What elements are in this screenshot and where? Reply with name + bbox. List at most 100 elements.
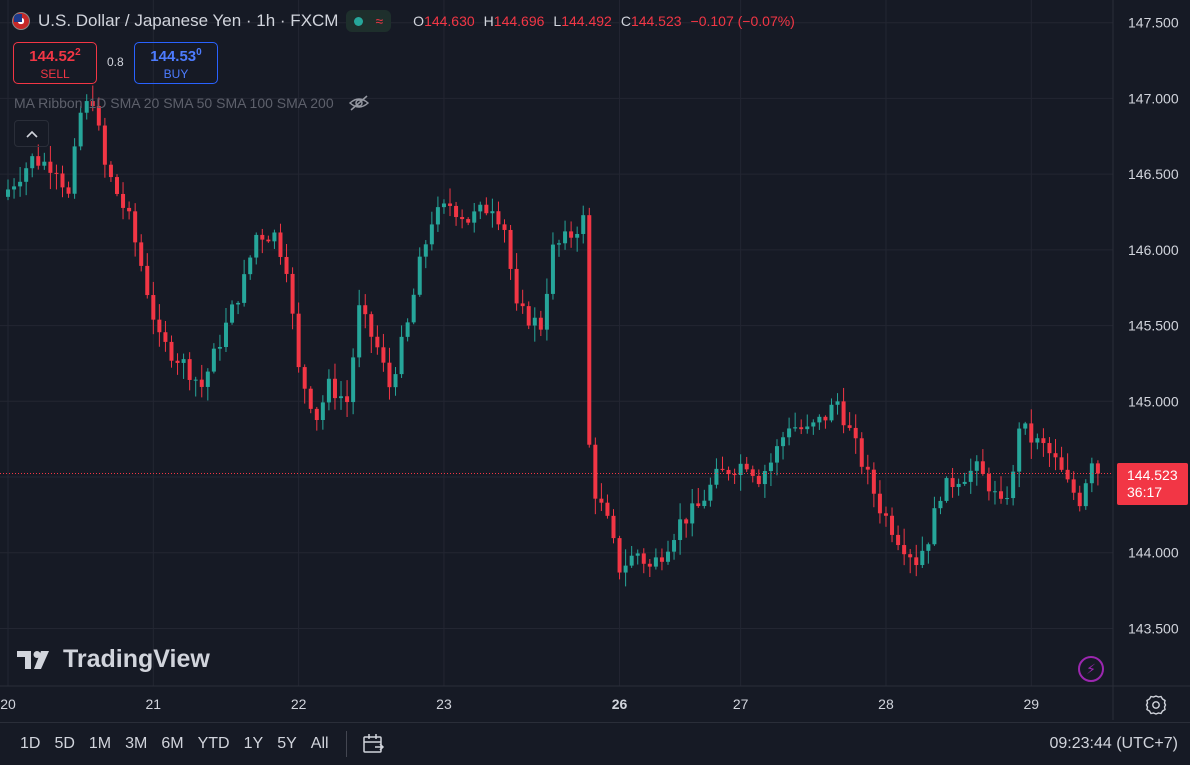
candle-body [18, 181, 23, 187]
price-tick-label: 147.000 [1128, 90, 1179, 106]
candle-body [714, 468, 719, 485]
date-range-group: 1D 5D 1M 3M 6M YTD 1Y 5Y All [0, 735, 336, 753]
lightning-icon[interactable]: ⚡ [1078, 656, 1104, 682]
candle-body [193, 379, 198, 381]
candle-body [623, 565, 628, 573]
candle-body [726, 469, 731, 475]
sell-price: 144.52 [29, 48, 76, 65]
candle-body [575, 233, 580, 238]
candle-body [950, 478, 955, 488]
range-6m-button[interactable]: 6M [161, 735, 184, 752]
candle-body [490, 211, 495, 214]
candle-body [774, 446, 779, 463]
price-tick-label: 146.000 [1128, 242, 1179, 258]
candle-body [217, 347, 222, 349]
candle-body [1053, 453, 1058, 458]
calendar-icon[interactable] [361, 732, 385, 756]
candle-body [847, 425, 852, 428]
candle-body [242, 274, 247, 303]
candle-body [502, 224, 507, 230]
candle-body [750, 469, 755, 476]
candle-body [581, 215, 586, 234]
tradingview-logo: TradingView [17, 645, 210, 674]
candle-body [1071, 479, 1076, 493]
indicator-params: 1D SMA 20 SMA 50 SMA 100 SMA 200 [88, 95, 334, 111]
ohlc-close-key: C [620, 13, 631, 29]
candle-body [999, 491, 1004, 499]
tradingview-logo-icon [17, 650, 49, 669]
symbol-legend: U.S. Dollar / Japanese Yen · 1h · FXCM ≈… [12, 8, 795, 34]
candle-body [962, 481, 967, 484]
candle-body [496, 211, 501, 225]
market-status-pill[interactable]: ≈ [346, 10, 392, 32]
candle-body [272, 232, 277, 242]
candle-body [908, 554, 913, 558]
candle-body [230, 304, 235, 323]
price-tick-label: 146.500 [1128, 166, 1179, 182]
candle-body [968, 470, 973, 482]
candle-body [793, 427, 798, 429]
candle-body [387, 362, 392, 388]
time-tick-label: 23 [436, 696, 452, 712]
buy-button[interactable]: 144.530 BUY [134, 42, 218, 84]
chevron-up-icon [25, 130, 38, 138]
candle-body [393, 374, 398, 388]
candle-body [702, 500, 707, 507]
range-1d-button[interactable]: 1D [20, 735, 41, 752]
candle-body [865, 466, 870, 470]
candle-body [672, 540, 677, 552]
candle-body [611, 515, 616, 539]
candle-body [60, 173, 65, 188]
candle-body [944, 478, 949, 501]
range-3m-button[interactable]: 3M [125, 735, 148, 752]
wave-icon: ≈ [375, 13, 384, 29]
candle-body [484, 204, 489, 214]
range-all-button[interactable]: All [310, 735, 329, 752]
candle-body [544, 293, 549, 330]
collapse-legend-button[interactable] [14, 120, 49, 147]
candle-body [1047, 443, 1052, 454]
range-5d-button[interactable]: 5D [54, 735, 75, 752]
chart-area[interactable]: 147.500 147.000 146.500 146.000 145.500 145.0… [0, 0, 1190, 720]
bar-countdown: 36:17 [1127, 484, 1163, 500]
candle-body [787, 428, 792, 438]
timezone-clock[interactable]: 09:23:44 (UTC+7) [1049, 735, 1178, 752]
price-change: −0.107 (−0.07%) [690, 13, 795, 29]
eye-off-icon[interactable] [348, 95, 370, 111]
candle-body [454, 205, 459, 218]
ohlc-low-value: 144.492 [561, 13, 612, 29]
ohlc-close-value: 144.523 [630, 13, 682, 29]
symbol-title[interactable]: U.S. Dollar / Japanese Yen · 1h · FXCM [38, 11, 339, 30]
range-1m-button[interactable]: 1M [88, 735, 112, 752]
candle-body [871, 469, 876, 494]
candle-body [205, 371, 210, 387]
candle-body [653, 557, 658, 567]
ohlc-high-key: H [483, 13, 494, 29]
candle-body [557, 243, 562, 245]
candle-body [78, 112, 83, 147]
candle-body [478, 204, 483, 212]
candle-body [817, 416, 822, 423]
candle-body [1017, 428, 1022, 472]
candle-body [980, 461, 985, 475]
range-1y-button[interactable]: 1Y [243, 735, 264, 752]
gear-icon[interactable] [1145, 694, 1167, 716]
range-ytd-button[interactable]: YTD [197, 735, 230, 752]
candle-body [659, 557, 664, 562]
indicator-legend[interactable]: MA Ribbon 1D SMA 20 SMA 50 SMA 100 SMA 2… [14, 95, 370, 111]
sell-button[interactable]: 144.522 SELL [13, 42, 97, 84]
candle-body [296, 313, 301, 368]
candle-body [351, 357, 356, 403]
candle-body [236, 302, 241, 305]
candle-body [260, 234, 265, 240]
candle-body [254, 234, 259, 258]
candle-body [435, 207, 440, 225]
candle-body [762, 471, 767, 485]
candle-body [1023, 423, 1028, 429]
last-price-tag: 144.523 36:17 [1117, 463, 1188, 505]
range-5y-button[interactable]: 5Y [277, 735, 297, 752]
candle-body [48, 161, 53, 173]
ohlc-high-value: 144.696 [493, 13, 545, 29]
candle-body [223, 322, 228, 348]
candlestick-chart[interactable]: 147.500 147.000 146.500 146.000 145.500 145.0… [0, 0, 1190, 720]
